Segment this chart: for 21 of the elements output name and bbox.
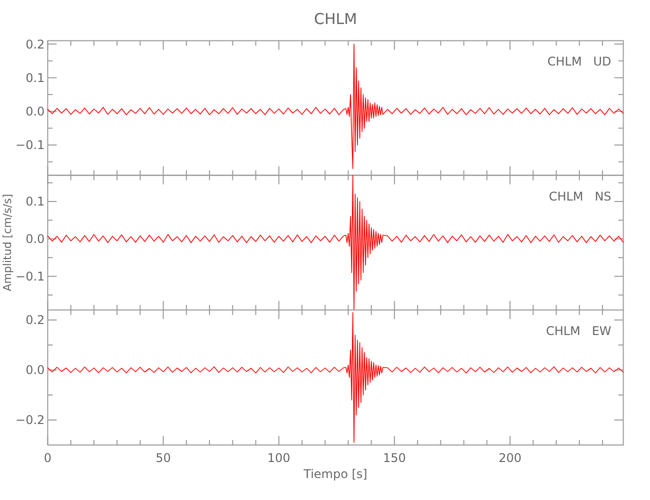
annotation: CHLM NS bbox=[548, 189, 612, 204]
y-axis-title: Amplitud [cm/s/s] bbox=[1, 194, 14, 292]
x-axis-title: Tiempo [s] bbox=[302, 467, 368, 481]
y-tick-label: 0.2 bbox=[26, 37, 45, 52]
annotation: CHLM EW bbox=[546, 324, 612, 338]
x-tick-label: 100 bbox=[267, 451, 290, 465]
y-tick-label: 0.1 bbox=[26, 194, 45, 209]
x-tick-label: 150 bbox=[382, 451, 406, 465]
x-tick-label: 50 bbox=[156, 451, 171, 465]
y-tick-label: −0.1 bbox=[16, 138, 45, 152]
y-tick-label: 0.0 bbox=[26, 104, 45, 119]
x-tick-label: 0 bbox=[44, 451, 52, 465]
y-tick-label: −0.2 bbox=[16, 413, 45, 428]
chart-title: CHLM bbox=[314, 10, 358, 28]
x-tick-label: 200 bbox=[498, 451, 522, 465]
annotation: CHLM UD bbox=[547, 54, 612, 69]
y-tick-label: 0.0 bbox=[26, 232, 45, 246]
y-tick-label: 0.1 bbox=[26, 70, 45, 85]
y-tick-label: −0.1 bbox=[16, 270, 45, 284]
y-tick-label: 0.0 bbox=[26, 363, 45, 378]
y-tick-label: 0.2 bbox=[26, 313, 45, 328]
